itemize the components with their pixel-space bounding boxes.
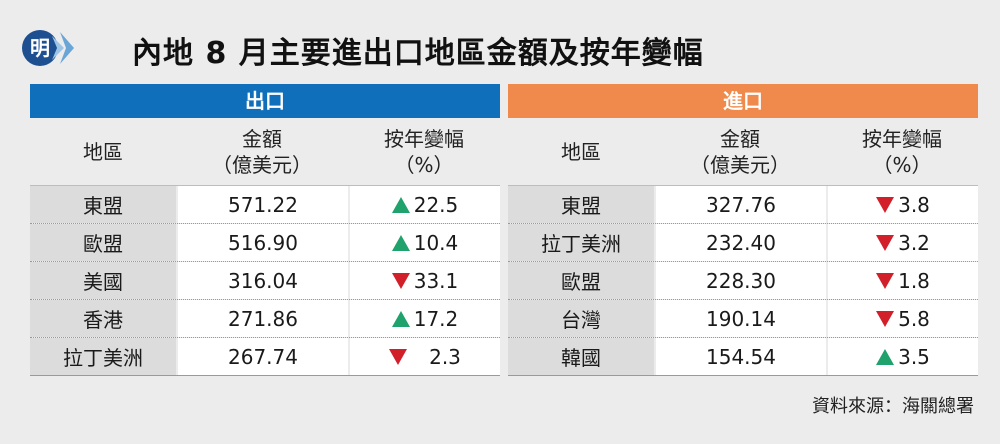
- region-cell: 東盟: [508, 186, 654, 223]
- newspaper-logo-icon: 明: [22, 30, 74, 66]
- import-rows: 東盟 327.76 3.8 拉丁美洲 232.40 3.2 歐盟 228.30 …: [508, 186, 978, 376]
- region-column-header: 地區: [561, 139, 601, 164]
- region-cell: 歐盟: [508, 262, 654, 299]
- table-row: 歐盟 228.30 1.8: [508, 262, 978, 300]
- amount-cell: 232.40: [654, 224, 826, 261]
- region-cell: 拉丁美洲: [30, 338, 176, 375]
- change-header-line2: （%）: [394, 152, 454, 177]
- amount-header-line2: （億美元）: [690, 152, 790, 177]
- change-value: 5.8: [898, 306, 930, 331]
- import-column-headers: 地區 金額 （億美元） 按年變幅 （%）: [508, 118, 978, 186]
- table-row: 香港 271.86 17.2: [30, 300, 500, 338]
- change-value: 3.8: [898, 192, 930, 217]
- amount-column-header: 金額 （億美元）: [654, 126, 826, 178]
- down-arrow-icon: [876, 272, 895, 289]
- amount-header-line1: 金額: [242, 126, 282, 151]
- change-value: 22.5: [413, 192, 459, 217]
- region-cell: 台灣: [508, 300, 654, 337]
- change-cell: 5.8: [826, 300, 978, 337]
- import-table-header: 進口: [508, 84, 978, 118]
- region-cell: 東盟: [30, 186, 176, 223]
- change-header-line1: 按年變幅: [862, 126, 942, 151]
- change-column-header: 按年變幅 （%）: [826, 126, 978, 178]
- amount-cell: 327.76: [654, 186, 826, 223]
- change-column-header: 按年變幅 （%）: [348, 126, 500, 178]
- amount-cell: 228.30: [654, 262, 826, 299]
- page-title: 內地 8 月主要進出口地區金額及按年變幅: [132, 36, 704, 71]
- title-bar: 明 內地 8 月主要進出口地區金額及按年變幅: [20, 22, 980, 78]
- logo-text: 明: [30, 36, 50, 60]
- table-row: 台灣 190.14 5.8: [508, 300, 978, 338]
- region-cell: 美國: [30, 262, 176, 299]
- table-row: 東盟 571.22 22.5: [30, 186, 500, 224]
- table-row: 拉丁美洲 267.74 2.3: [30, 338, 500, 376]
- region-cell: 香港: [30, 300, 176, 337]
- down-arrow-icon: [389, 348, 408, 365]
- down-arrow-icon: [876, 196, 895, 213]
- export-column-headers: 地區 金額 （億美元） 按年變幅 （%）: [30, 118, 500, 186]
- change-value: 3.2: [898, 230, 930, 255]
- change-value: 17.2: [413, 306, 459, 331]
- source-note: 資料來源：海關總署: [812, 396, 974, 417]
- change-value: 1.8: [898, 268, 930, 293]
- change-cell: 10.4: [348, 224, 500, 261]
- amount-cell: 316.04: [176, 262, 348, 299]
- amount-cell: 267.74: [176, 338, 348, 375]
- table-row: 東盟 327.76 3.8: [508, 186, 978, 224]
- up-arrow-icon: [876, 348, 895, 365]
- change-value: 2.3: [429, 344, 461, 369]
- down-arrow-icon: [876, 310, 895, 327]
- change-cell: 33.1: [348, 262, 500, 299]
- amount-cell: 571.22: [176, 186, 348, 223]
- amount-cell: 190.14: [654, 300, 826, 337]
- change-cell: 3.5: [826, 338, 978, 375]
- change-value: 10.4: [413, 230, 459, 255]
- import-table: 進口 地區 金額 （億美元） 按年變幅 （%） 東盟 327.76 3.8 拉丁…: [508, 84, 978, 376]
- change-cell: 3.8: [826, 186, 978, 223]
- amount-column-header: 金額 （億美元）: [176, 126, 348, 178]
- change-header-line2: （%）: [872, 152, 932, 177]
- change-cell: 2.3: [348, 338, 500, 375]
- export-table-header: 出口: [30, 84, 500, 118]
- region-cell: 歐盟: [30, 224, 176, 261]
- amount-header-line2: （億美元）: [212, 152, 312, 177]
- change-cell: 3.2: [826, 224, 978, 261]
- change-header-line1: 按年變幅: [384, 126, 464, 151]
- change-value: 33.1: [413, 268, 459, 293]
- table-row: 韓國 154.54 3.5: [508, 338, 978, 376]
- down-arrow-icon: [391, 272, 410, 289]
- amount-cell: 516.90: [176, 224, 348, 261]
- amount-cell: 154.54: [654, 338, 826, 375]
- table-row: 歐盟 516.90 10.4: [30, 224, 500, 262]
- up-arrow-icon: [391, 234, 410, 251]
- region-cell: 韓國: [508, 338, 654, 375]
- change-cell: 22.5: [348, 186, 500, 223]
- change-value: 3.5: [898, 344, 930, 369]
- up-arrow-icon: [391, 310, 410, 327]
- amount-cell: 271.86: [176, 300, 348, 337]
- export-table: 出口 地區 金額 （億美元） 按年變幅 （%） 東盟 571.22 22.5 歐…: [30, 84, 500, 376]
- change-cell: 17.2: [348, 300, 500, 337]
- table-row: 拉丁美洲 232.40 3.2: [508, 224, 978, 262]
- table-row: 美國 316.04 33.1: [30, 262, 500, 300]
- region-cell: 拉丁美洲: [508, 224, 654, 261]
- export-rows: 東盟 571.22 22.5 歐盟 516.90 10.4 美國 316.04 …: [30, 186, 500, 376]
- region-column-header: 地區: [83, 139, 123, 164]
- down-arrow-icon: [876, 234, 895, 251]
- up-arrow-icon: [391, 196, 410, 213]
- change-cell: 1.8: [826, 262, 978, 299]
- amount-header-line1: 金額: [720, 126, 760, 151]
